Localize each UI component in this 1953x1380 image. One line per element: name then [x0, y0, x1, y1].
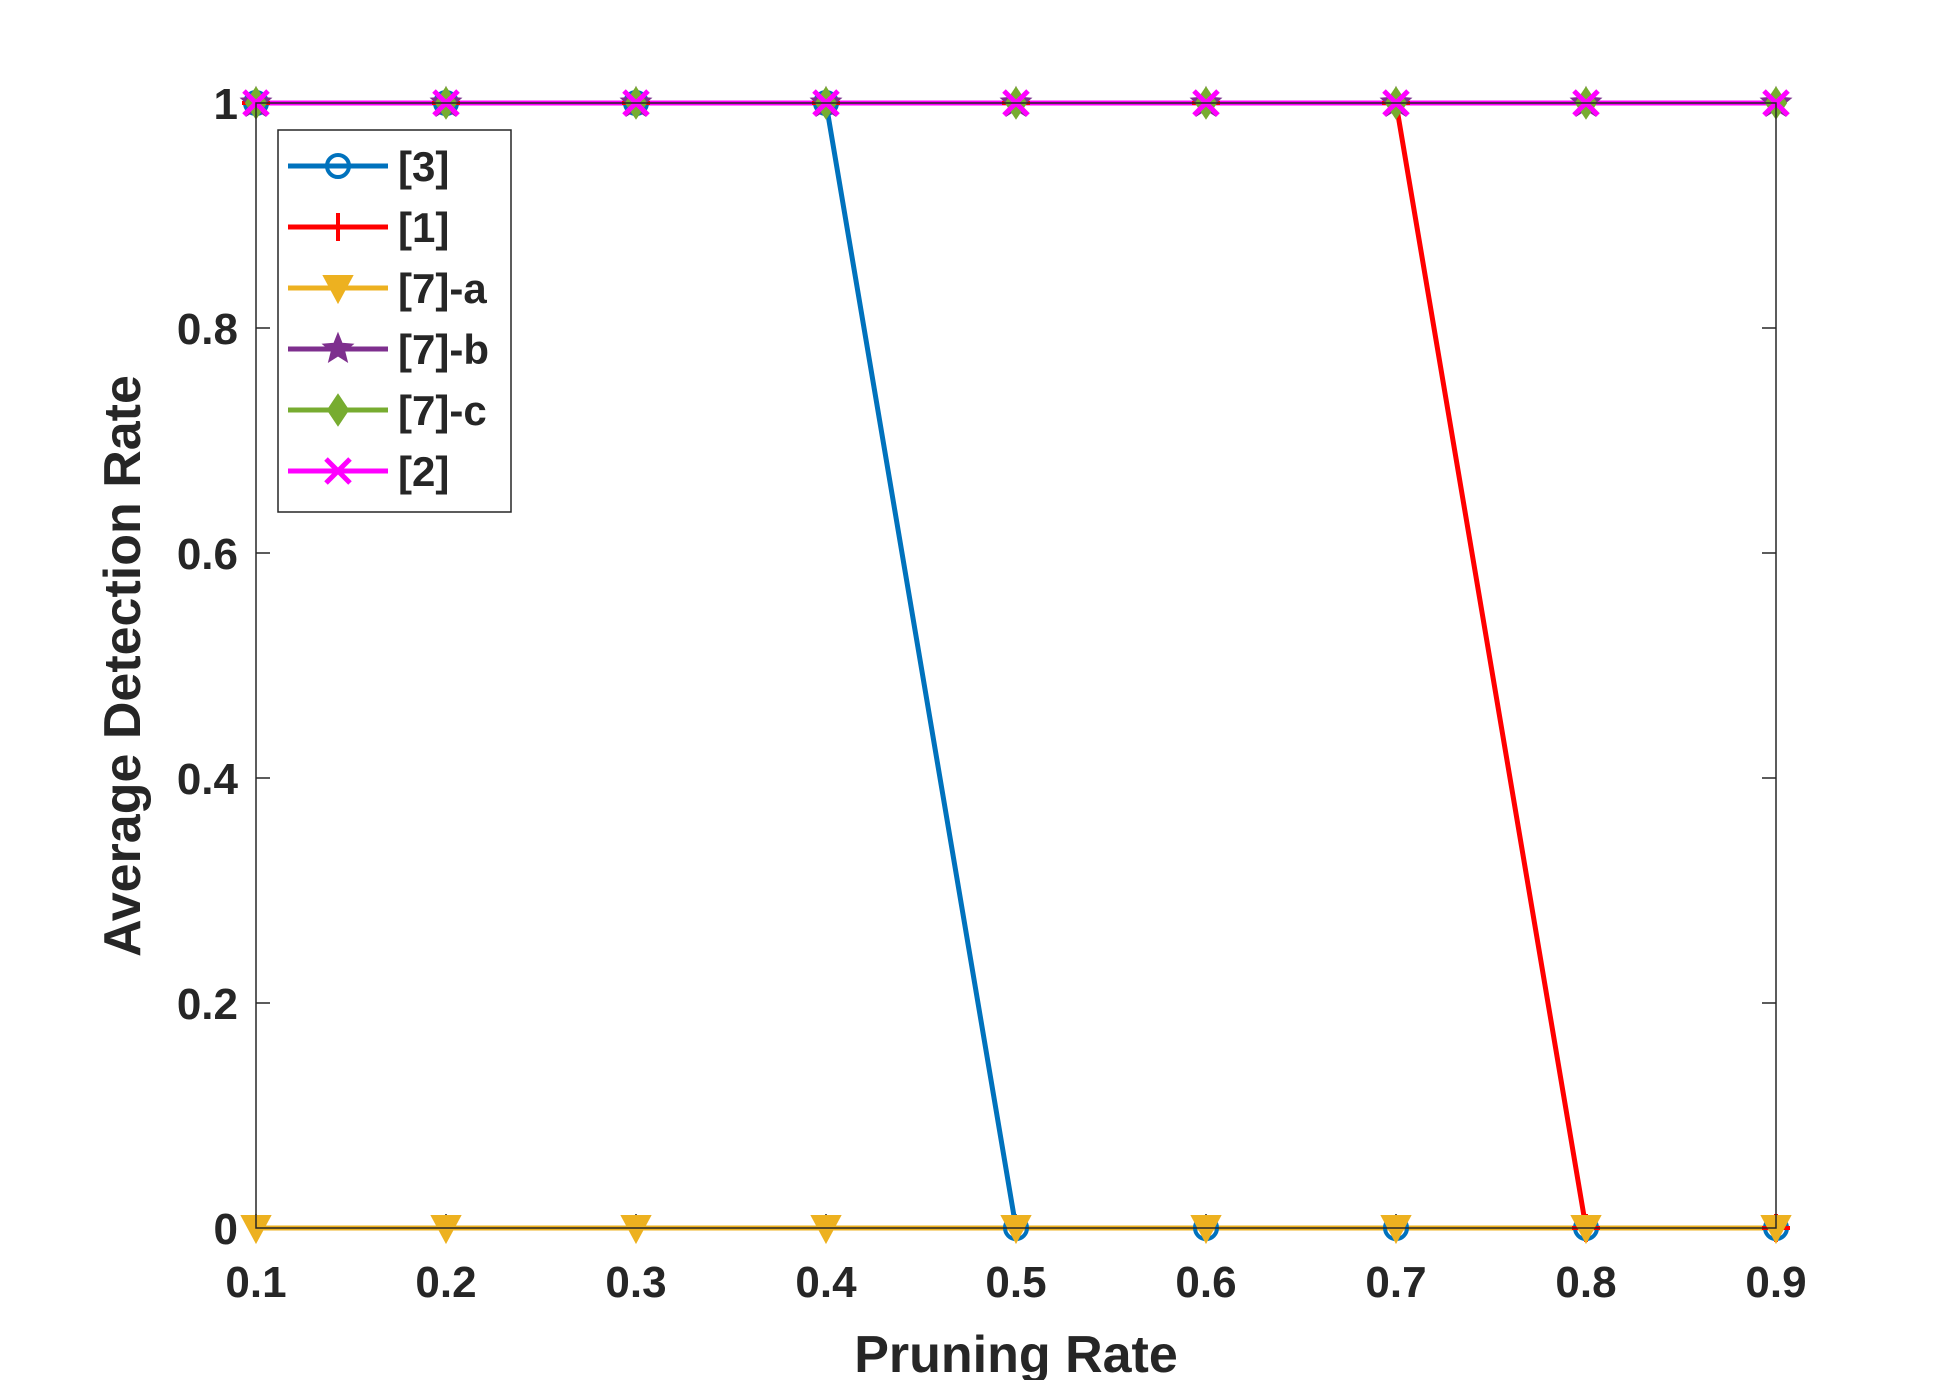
y-tick-labels: 0 0.2 0.4 0.6 0.8 1: [177, 80, 239, 1254]
y-tick-label: 0.8: [177, 305, 238, 354]
x-tick-label: 0.6: [1175, 1258, 1236, 1307]
x-axis-label: Pruning Rate: [854, 1326, 1178, 1380]
series-markers: [239, 85, 1793, 1245]
x-tick-label: 0.9: [1745, 1258, 1806, 1307]
legend-marker-5: [324, 457, 352, 485]
y-axis-label: Average Detection Rate: [94, 375, 152, 957]
y-tick-label: 0.2: [177, 980, 238, 1029]
y-tick-label: 0: [214, 1205, 238, 1254]
x-tick-label: 0.4: [795, 1258, 857, 1307]
x-tick-label: 0.8: [1555, 1258, 1616, 1307]
x-tick-label: 0.2: [415, 1258, 476, 1307]
legend: [3] [1] [7]-a [7]-b [7]-c [2]: [277, 129, 512, 513]
legend-marker-2: [322, 275, 354, 305]
y-tick-label: 0.4: [177, 755, 239, 804]
legend-marker-1: [324, 213, 352, 241]
legend-label-3: [7]-b: [398, 326, 489, 373]
x-tick-label: 0.1: [225, 1258, 286, 1307]
legend-box: [277, 129, 512, 513]
legend-label-2: [7]-a: [398, 265, 487, 312]
legend-label-5: [2]: [398, 448, 449, 495]
y-tick-label: 0.6: [177, 530, 238, 579]
data-point-2-4: [1000, 1215, 1032, 1245]
legend-label-1: [1]: [398, 204, 449, 251]
legend-marker-0: [325, 153, 351, 179]
data-point-2-3: [810, 1215, 842, 1245]
y-tick-label: 1: [214, 80, 238, 129]
x-tick-label: 0.5: [985, 1258, 1046, 1307]
legend-label-4: [7]-c: [398, 387, 487, 434]
x-tick-label: 0.7: [1365, 1258, 1426, 1307]
data-point-2-7: [1570, 1215, 1602, 1245]
legend-marker-3: [321, 331, 355, 363]
data-point-2-5: [1190, 1215, 1222, 1245]
x-tick-label: 0.3: [605, 1258, 666, 1307]
plot-frame: [255, 102, 1777, 1229]
legend-label-0: [3]: [398, 143, 449, 190]
data-point-2-1: [430, 1215, 462, 1245]
data-point-2-6: [1380, 1215, 1412, 1245]
x-tick-labels: 0.1 0.2 0.3 0.4 0.5 0.6 0.7 0.8 0.9: [225, 1258, 1806, 1307]
data-point-2-2: [620, 1215, 652, 1245]
legend-marker-4: [326, 393, 350, 427]
